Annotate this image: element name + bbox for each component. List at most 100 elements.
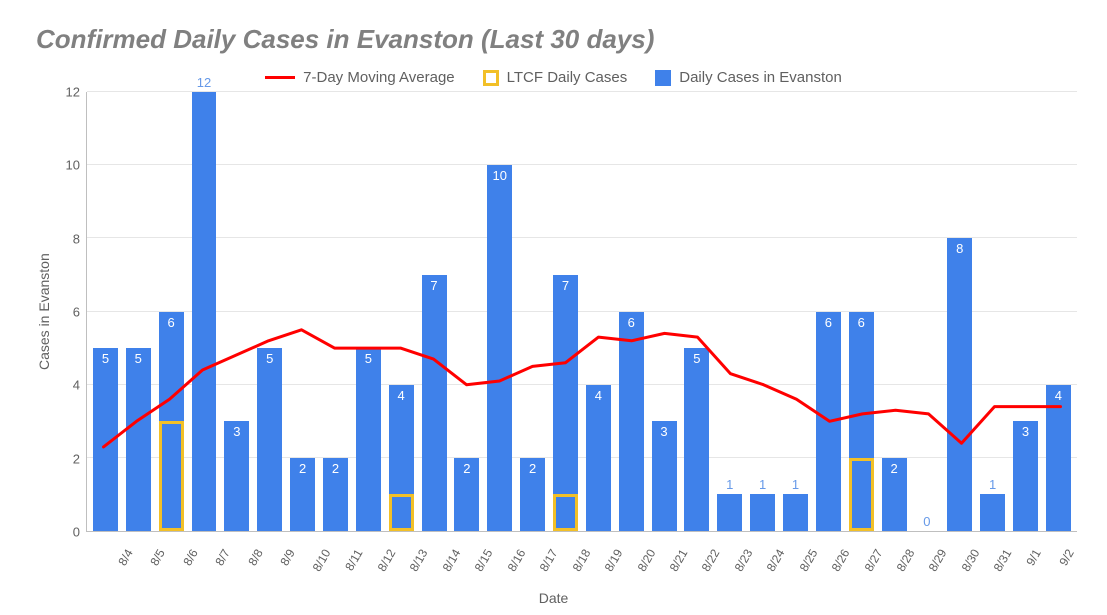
bar-value-label: 6	[845, 312, 878, 330]
bar-slot: 6	[812, 92, 845, 531]
chart-container: Confirmed Daily Cases in Evanston (Last …	[0, 0, 1107, 615]
x-tick: 8/14	[440, 547, 464, 574]
daily-cases-bar	[192, 92, 217, 531]
legend-swatch-box	[655, 70, 671, 86]
ltcf-cases-box	[849, 458, 874, 531]
bar-slot: 5	[680, 92, 713, 531]
bar-slot: 6	[845, 92, 878, 531]
bar-value-label: 6	[812, 312, 845, 330]
bar-slot: 2	[286, 92, 319, 531]
bar-value-label: 0	[910, 514, 943, 531]
bar-value-label: 2	[286, 458, 319, 476]
bar-slot: 1	[976, 92, 1009, 531]
x-axis: 8/48/58/68/78/88/98/108/118/128/138/148/…	[104, 532, 1077, 554]
bar-value-label: 2	[450, 458, 483, 476]
bar-slot: 0	[910, 92, 943, 531]
bar-slot: 6	[615, 92, 648, 531]
legend-swatch-line	[265, 76, 295, 79]
x-tick: 8/16	[504, 547, 528, 574]
y-axis: 024681012	[52, 92, 86, 532]
daily-cases-bar	[126, 348, 151, 531]
daily-cases-bar	[783, 494, 808, 531]
bar-slot: 5	[253, 92, 286, 531]
bar-value-label: 3	[648, 421, 681, 439]
bar-slot: 3	[220, 92, 253, 531]
bar-value-label: 12	[188, 75, 221, 92]
y-tick: 12	[66, 85, 80, 100]
bar-slot: 4	[582, 92, 615, 531]
bar-slot: 4	[385, 92, 418, 531]
legend-swatch-box	[483, 70, 499, 86]
x-tick: 8/23	[732, 547, 756, 574]
y-tick: 2	[73, 451, 80, 466]
bar-value-label: 2	[516, 458, 549, 476]
ltcf-cases-box	[553, 494, 578, 531]
bar-slot: 10	[483, 92, 516, 531]
daily-cases-bar	[980, 494, 1005, 531]
bar-value-label: 4	[385, 385, 418, 403]
x-tick: 8/9	[277, 547, 297, 568]
bar-slot: 7	[418, 92, 451, 531]
x-tick: 8/8	[245, 547, 265, 568]
bar-value-label: 1	[746, 477, 779, 494]
x-tick: 8/27	[861, 547, 885, 574]
x-tick: 8/24	[764, 547, 788, 574]
bar-value-label: 6	[155, 312, 188, 330]
ltcf-cases-box	[159, 421, 184, 531]
y-tick: 10	[66, 158, 80, 173]
x-axis-label: Date	[30, 590, 1077, 606]
bar-value-label: 5	[89, 348, 122, 366]
daily-cases-bar	[750, 494, 775, 531]
x-tick: 8/6	[180, 547, 200, 568]
bar-slot: 7	[549, 92, 582, 531]
bar-value-label: 4	[582, 385, 615, 403]
x-tick: 9/2	[1056, 547, 1076, 568]
bar-slot: 12	[188, 92, 221, 531]
y-tick: 0	[73, 525, 80, 540]
y-tick: 4	[73, 378, 80, 393]
bar-slot: 5	[122, 92, 155, 531]
bar-slot: 4	[1042, 92, 1075, 531]
bar-value-label: 3	[1009, 421, 1042, 439]
bar-slot: 3	[648, 92, 681, 531]
ltcf-cases-box	[389, 494, 414, 531]
daily-cases-bar	[487, 165, 512, 531]
bar-value-label: 5	[253, 348, 286, 366]
x-tick: 8/29	[926, 547, 950, 574]
bar-slot: 2	[319, 92, 352, 531]
bar-value-label: 6	[615, 312, 648, 330]
daily-cases-bar	[93, 348, 118, 531]
x-tick: 8/7	[213, 547, 233, 568]
daily-cases-bar	[619, 312, 644, 532]
bar-value-label: 1	[713, 477, 746, 494]
x-tick: 8/17	[537, 547, 561, 574]
plot-area: 55612352254721027463511166208134	[86, 92, 1077, 532]
bar-value-label: 1	[779, 477, 812, 494]
plot-outer: Cases in Evanston 024681012 556123522547…	[30, 92, 1077, 532]
x-tick: 8/11	[342, 547, 365, 573]
bar-value-label: 2	[319, 458, 352, 476]
x-tick: 8/20	[634, 547, 658, 574]
legend-item: 7-Day Moving Average	[265, 69, 454, 86]
chart-title: Confirmed Daily Cases in Evanston (Last …	[36, 24, 1077, 55]
x-tick: 8/21	[667, 547, 691, 574]
bar-slot: 2	[516, 92, 549, 531]
x-tick: 8/4	[115, 547, 135, 568]
legend-label: Daily Cases in Evanston	[679, 69, 842, 86]
x-tick: 8/10	[310, 547, 334, 574]
x-tick: 8/15	[472, 547, 496, 574]
bar-slot: 1	[779, 92, 812, 531]
y-axis-label: Cases in Evanston	[30, 92, 52, 532]
bar-value-label: 5	[352, 348, 385, 366]
legend-label: LTCF Daily Cases	[507, 69, 628, 86]
bar-slot: 8	[943, 92, 976, 531]
bar-slot: 1	[713, 92, 746, 531]
x-tick: 8/5	[148, 547, 168, 568]
bar-value-label: 7	[418, 275, 451, 293]
bar-value-label: 4	[1042, 385, 1075, 403]
bar-value-label: 5	[122, 348, 155, 366]
legend-item: LTCF Daily Cases	[483, 69, 628, 86]
bar-slot: 2	[450, 92, 483, 531]
x-tick: 8/13	[407, 547, 431, 574]
daily-cases-bar	[422, 275, 447, 531]
